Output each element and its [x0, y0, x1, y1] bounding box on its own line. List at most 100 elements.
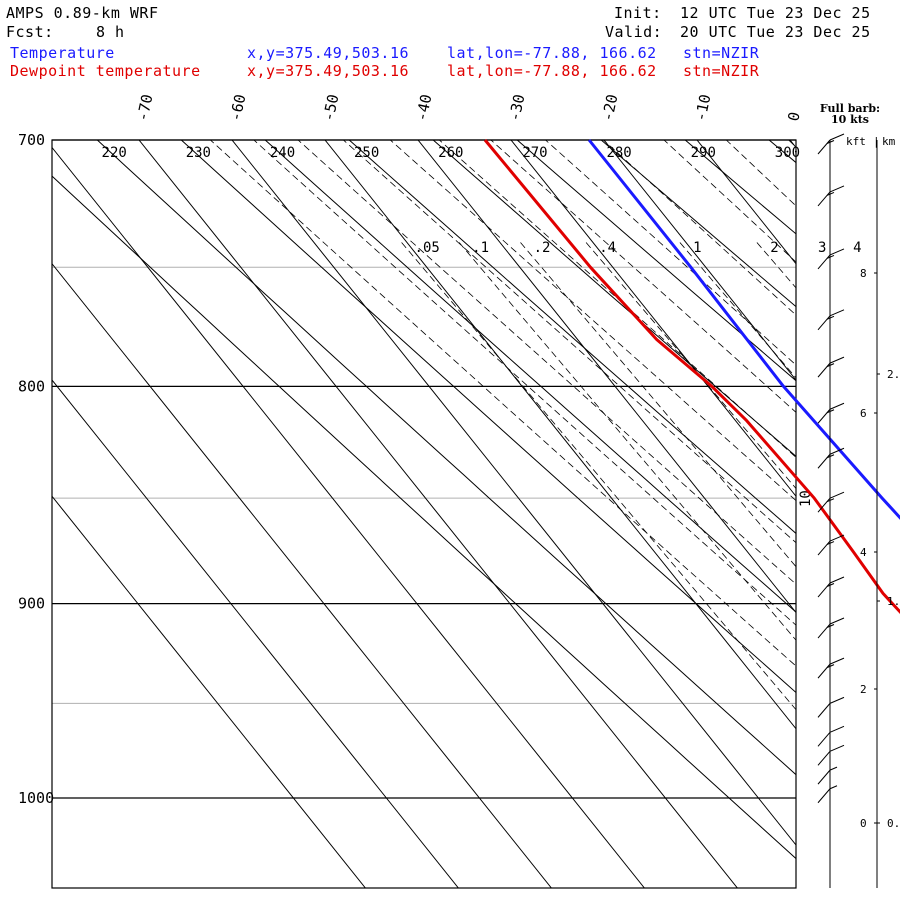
dry-adiabat	[516, 140, 796, 382]
isotherm	[789, 140, 796, 149]
legend-temperature-name: Temperature	[10, 44, 115, 62]
barb-flag	[829, 744, 845, 752]
barb-half-flag	[826, 454, 835, 459]
barb-half-flag	[826, 498, 835, 503]
barb-staff	[817, 769, 831, 785]
barb-half-flag	[826, 583, 835, 587]
dry-adiabat-label: 230	[186, 145, 211, 161]
barb-flag	[829, 133, 845, 141]
moist-adiabat	[253, 140, 796, 626]
barb-flag	[829, 491, 845, 499]
mixing-ratio-line	[401, 242, 796, 711]
mixing-ratio-label: 2	[770, 240, 778, 256]
barb-staff	[817, 703, 831, 718]
barb-half-flag	[829, 766, 838, 771]
moist-adiabat	[663, 140, 796, 263]
dry-adiabat-label: 240	[270, 145, 295, 161]
isotherm-label: -60	[226, 93, 249, 123]
moist-adiabat	[438, 140, 796, 458]
moist-adiabat	[725, 140, 796, 207]
mixing-ratio-label: .05	[415, 240, 440, 256]
kft-tick-label: 6	[860, 407, 867, 420]
isotherm	[324, 140, 796, 730]
barb-staff	[817, 315, 831, 331]
barb-staff	[817, 139, 831, 155]
barb-flag	[829, 534, 845, 542]
wind-barb	[817, 356, 845, 378]
wind-barb-legend: Full barb: 10 kts	[812, 103, 888, 125]
legend-dewpoint-latlon: lat,lon=-77.88, 166.62	[447, 62, 657, 80]
barb-flag	[829, 402, 845, 410]
wind-barb	[817, 657, 845, 679]
legend-temperature-xy: x,y=375.49,503.16	[247, 44, 410, 62]
barb-flag	[829, 576, 845, 584]
barb-staff	[817, 362, 831, 378]
mixing-ratio-label: .4	[599, 240, 616, 256]
barb-half-flag	[826, 254, 835, 259]
barb-flag	[829, 696, 845, 704]
wind-barb	[817, 766, 838, 785]
mixing-ratio-line	[840, 243, 900, 900]
barb-half-flag	[826, 363, 835, 368]
moist-adiabat	[342, 140, 796, 544]
moist-adiabat	[490, 140, 796, 413]
mixing-ratio-line	[585, 242, 796, 490]
wind-barb	[817, 491, 845, 513]
barb-staff	[817, 540, 831, 556]
dry-adiabat-label: 290	[691, 145, 716, 161]
isotherm	[52, 146, 645, 888]
fcst-label: Fcst:	[6, 23, 54, 41]
barb-half-flag	[826, 315, 835, 320]
legend-dewpoint-name: Dewpoint temperature	[10, 62, 201, 80]
legend-dewpoint-xy: x,y=375.49,503.16	[247, 62, 410, 80]
kft-tick-label: 0	[860, 817, 867, 830]
km-tick-label: 1.	[887, 595, 900, 608]
dry-adiabat	[264, 140, 796, 613]
side-label: 10	[798, 490, 814, 507]
mixing-ratio-label: 3	[818, 240, 826, 256]
dry-adiabat	[180, 140, 796, 694]
valid-time: 20 UTC Tue 23 Dec 25	[680, 23, 871, 41]
barb-flag	[829, 617, 845, 625]
barb-flag	[829, 248, 845, 256]
valid-label: Valid:	[605, 23, 663, 41]
isotherm	[603, 140, 796, 381]
dry-adiabat-label: 280	[606, 145, 631, 161]
model-title: AMPS 0.89-km WRF	[6, 4, 159, 22]
isotherm	[510, 140, 796, 498]
km-tick-label: 0.	[887, 817, 900, 830]
barb-half-flag	[826, 664, 835, 669]
barb-half-flag	[826, 624, 835, 628]
dry-adiabat-label: 220	[102, 145, 127, 161]
dry-adiabat-label: 250	[354, 145, 379, 161]
mixing-ratio-line	[520, 242, 796, 568]
barb-flag	[829, 447, 845, 455]
dry-adiabat	[432, 140, 796, 458]
mixing-ratio-line	[679, 242, 796, 379]
barb-flag	[829, 657, 845, 665]
init-label: Init:	[614, 4, 662, 22]
kft-tick-label: 8	[860, 267, 867, 280]
isotherm-label: -10	[691, 93, 714, 123]
dry-adiabat	[684, 140, 796, 235]
isotherm	[52, 379, 459, 888]
wind-barb	[817, 744, 845, 766]
moist-adiabat	[209, 140, 796, 667]
isotherm-label: 0	[784, 110, 803, 123]
legend-temperature-latlon: lat,lon=-77.88, 166.62	[447, 44, 657, 62]
temperature-profile	[587, 139, 900, 520]
barb-half-flag	[826, 409, 835, 414]
legend-temperature-stn: stn=NZIR	[683, 44, 760, 62]
barb-flag	[829, 725, 845, 733]
isotherm-label: -50	[319, 93, 342, 123]
wind-barb-legend-title: Full barb:	[819, 102, 881, 115]
barb-half-flag	[826, 192, 835, 196]
barb-staff	[817, 663, 831, 679]
kft-tick-label: 4	[860, 546, 867, 559]
barb-flag	[829, 185, 845, 193]
barb-staff	[817, 750, 831, 766]
wind-barb	[817, 576, 845, 598]
moist-adiabat	[544, 140, 796, 366]
isotherm	[52, 262, 552, 888]
